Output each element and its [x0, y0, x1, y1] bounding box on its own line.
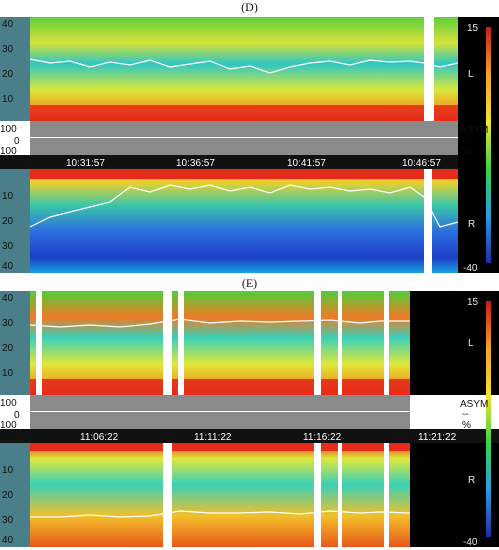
- tick: 0: [14, 410, 20, 421]
- artifact-bar: [314, 291, 321, 395]
- asym-band-1: [30, 121, 458, 137]
- spectrogram-right: [30, 443, 410, 547]
- artifact-bar: [338, 443, 342, 547]
- tick: 10: [2, 368, 14, 379]
- timestamp: 11:11:22: [194, 432, 232, 443]
- panel-d: 40 30 20 10 100 0 100 10 20 30 40 10:31:…: [0, 17, 499, 273]
- artifact-bar: [163, 291, 172, 395]
- channel-right-label: R: [468, 475, 475, 486]
- asym-unit: %: [462, 146, 471, 157]
- trend-line-left: [29, 318, 410, 328]
- colorbar: [486, 27, 491, 263]
- spectrogram-right-base: [30, 443, 410, 451]
- asym-band-2: [30, 138, 458, 155]
- spectrogram-left: [30, 17, 458, 121]
- tick: 10: [2, 465, 14, 476]
- panel-d-label: (D): [241, 0, 258, 14]
- eeg-trend-display-e: 40 30 20 10 100 0 100 10 20 30 40 11:06:…: [0, 291, 499, 547]
- channel-left-label: L: [468, 69, 474, 80]
- asym-right-bg: [410, 395, 499, 429]
- tick: 30: [2, 241, 14, 252]
- artifact-bar: [384, 443, 389, 547]
- asym-value: --: [462, 135, 469, 146]
- colorbar-bg: [458, 17, 499, 273]
- channel-right-label: R: [468, 219, 475, 230]
- colorbar-max: 15: [467, 297, 479, 308]
- trend-line-right: [30, 510, 411, 518]
- colorbar-max: 15: [467, 23, 479, 34]
- asym-band-2: [30, 412, 410, 429]
- colorbar: [486, 301, 491, 537]
- tick: 100: [0, 124, 17, 135]
- tick: 100: [0, 146, 17, 157]
- panel-e-label: (E): [241, 276, 258, 290]
- tick: 30: [2, 515, 14, 526]
- spectrogram-left-base: [30, 379, 410, 395]
- asym-band-1: [30, 395, 410, 411]
- asym-axis-bg: [0, 395, 30, 429]
- timestamp: 10:41:57: [287, 158, 326, 169]
- spectrogram-right-base: [30, 169, 458, 179]
- tick: 10: [2, 191, 14, 202]
- artifact-bar: [36, 291, 42, 395]
- tick: 100: [0, 398, 17, 409]
- asym-label: ASYM: [460, 399, 488, 410]
- spectrogram-right: [30, 169, 458, 273]
- tick: 20: [2, 216, 14, 227]
- asym-value: --: [462, 409, 469, 420]
- tick: 0: [14, 136, 20, 147]
- timestamp: 11:16:22: [303, 432, 342, 443]
- time-axis-bar: [0, 429, 499, 443]
- tick: 40: [2, 535, 14, 546]
- tick: 40: [2, 293, 14, 304]
- tick: 10: [2, 94, 14, 105]
- artifact-bar: [338, 291, 342, 395]
- channel-left-label: L: [468, 338, 474, 349]
- timestamp: 10:31:57: [66, 158, 105, 169]
- asym-label: ASYM: [460, 125, 488, 136]
- tick: 100: [0, 420, 17, 431]
- timestamp: 11:21:22: [418, 432, 457, 443]
- tick: 40: [2, 261, 14, 272]
- tick: 20: [2, 69, 14, 80]
- tick: 20: [2, 343, 14, 354]
- timestamp: 10:36:57: [176, 158, 215, 169]
- asym-axis-bg: [0, 121, 30, 155]
- time-axis-bar: [0, 155, 458, 169]
- colorbar-min: -40: [463, 537, 478, 547]
- artifact-bar: [424, 17, 434, 121]
- timestamp: 10:46:57: [402, 158, 441, 169]
- trend-line-right: [29, 184, 459, 228]
- tick: 40: [2, 19, 14, 30]
- artifact-bar: [314, 443, 321, 547]
- colorbar-min: -40: [463, 263, 478, 273]
- tick: 30: [2, 44, 14, 55]
- trend-line-left: [29, 58, 459, 74]
- spectrogram-left-base: [30, 105, 458, 121]
- artifact-bar: [384, 291, 389, 395]
- panel-e: 40 30 20 10 100 0 100 10 20 30 40 11:06:…: [0, 291, 499, 547]
- artifact-bar: [178, 291, 184, 395]
- spectrogram-left: [30, 291, 410, 395]
- asym-unit: %: [462, 420, 471, 431]
- artifact-bar-right: [424, 169, 432, 273]
- tick: 20: [2, 490, 14, 501]
- tick: 30: [2, 318, 14, 329]
- artifact-bar: [163, 443, 172, 547]
- timestamp: 11:06:22: [80, 432, 119, 443]
- eeg-trend-display-d: 40 30 20 10 100 0 100 10 20 30 40 10:31:…: [0, 17, 499, 273]
